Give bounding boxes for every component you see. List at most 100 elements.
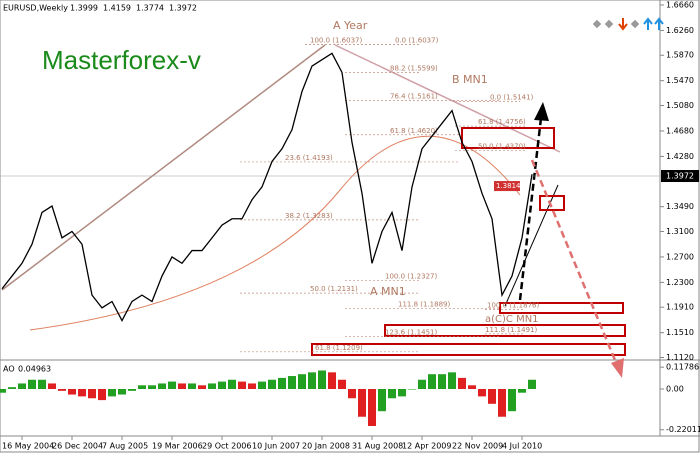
indicator-title: AO xyxy=(3,365,15,374)
x-tick-label: 12 Apr 2009 xyxy=(402,442,451,451)
watermark: Masterforex-v xyxy=(42,45,201,75)
ohlc-value: 1.3774 xyxy=(136,4,164,13)
ao-bar xyxy=(78,388,86,397)
fib-label: 100.0 (1.2327) xyxy=(385,273,437,281)
fib-label: 76.4 (1.5161) xyxy=(390,92,438,100)
y-tick-label: 1.5080 xyxy=(666,101,694,110)
fib-label: 123.6 (1.1451) xyxy=(385,328,437,336)
ao-bar xyxy=(358,388,366,417)
ao-bar xyxy=(138,385,146,389)
ao-bar xyxy=(448,372,456,389)
ao-bar xyxy=(438,374,446,389)
ao-bar xyxy=(478,388,486,397)
trend-line xyxy=(1,44,326,291)
icon[interactable] xyxy=(654,17,664,30)
fib-label: 0.0 (1.6037) xyxy=(395,37,439,45)
target-box xyxy=(461,127,555,149)
target-box xyxy=(539,195,565,211)
y-tick-label: 1.1120 xyxy=(666,353,694,362)
price-line xyxy=(1,52,533,322)
x-tick-label: 26 Dec 2004 xyxy=(52,442,103,451)
ohlc-value: 1.4159 xyxy=(103,4,131,13)
ao-bar xyxy=(378,388,386,412)
target-box xyxy=(384,324,626,337)
ao-bar xyxy=(318,370,326,389)
y-tick-label: 1.6260 xyxy=(666,26,694,35)
ao-bar xyxy=(218,381,226,389)
forecast-arrow xyxy=(530,159,619,366)
ao-bar xyxy=(348,388,356,399)
ao-bar xyxy=(338,379,346,389)
fib-label: 111.8 (1.1491) xyxy=(485,326,537,334)
ao-bar xyxy=(408,388,416,390)
ohlc-value: 1.3972 xyxy=(169,4,197,13)
fib-label: 50.0 (1.2131) xyxy=(310,285,358,293)
ao-bar xyxy=(18,383,26,389)
ao-bar xyxy=(488,388,496,404)
x-tick-label: 4 Jul 2010 xyxy=(502,442,542,451)
price-marker-label: 1.3814 xyxy=(496,182,521,190)
ao-bar xyxy=(278,377,286,389)
x-tick-label: 7 Aug 2005 xyxy=(102,442,148,451)
y-tick-label: 1.1910 xyxy=(666,303,694,312)
fib-label: 111.8 (1.1889) xyxy=(398,301,450,309)
fib-label: 0.0 (1.5141) xyxy=(490,94,534,102)
ao-bar xyxy=(198,385,206,389)
ao-bar xyxy=(418,379,426,389)
ao-bar xyxy=(388,388,396,399)
price-marker-box xyxy=(494,181,520,192)
fib-label: 100.0 (1.1876) xyxy=(487,301,539,309)
x-tick-label: 31 Aug 2008 xyxy=(352,442,403,451)
ao-bar xyxy=(258,381,266,389)
y-tick-label: 0.11786 xyxy=(666,363,699,372)
fib-label: 38.2 (1.3283) xyxy=(285,212,333,220)
fib-label: 23.6 (1.4193) xyxy=(285,154,333,162)
moving-average-guide xyxy=(29,135,521,331)
ao-bar xyxy=(98,388,106,401)
indicator-value: 0.04963 xyxy=(18,365,51,374)
ao-bar xyxy=(268,379,276,389)
last-price-box xyxy=(661,170,699,183)
chart-title: EURUSD,Weekly xyxy=(3,4,68,13)
ao-bar xyxy=(468,385,476,389)
y-tick-label: 1.4280 xyxy=(666,152,694,161)
ao-bar xyxy=(88,388,96,399)
ao-bar xyxy=(208,383,216,389)
trend-line xyxy=(504,184,559,307)
icon[interactable] xyxy=(643,17,653,30)
wave-label: a(C)C MN1 xyxy=(485,314,539,325)
ao-bar xyxy=(298,374,306,389)
ao-bar xyxy=(118,388,126,395)
ao-bar xyxy=(28,379,36,389)
target-box xyxy=(311,343,626,356)
arrow-head xyxy=(611,358,624,378)
target-box xyxy=(499,302,624,314)
y-tick-label: 1.2300 xyxy=(666,278,694,287)
ao-bar xyxy=(398,388,406,397)
x-tick-label: 20 Jan 2008 xyxy=(302,442,350,451)
ao-bar xyxy=(228,379,236,389)
ao-bar xyxy=(128,388,136,391)
ao-bar xyxy=(508,388,516,412)
y-tick-label: 1.5470 xyxy=(666,76,694,85)
ao-bar xyxy=(108,388,116,397)
wave-label: A Year xyxy=(333,19,368,32)
ao-bar xyxy=(48,383,56,389)
icon[interactable] xyxy=(618,18,628,31)
ao-bar xyxy=(528,379,536,389)
ao-bar xyxy=(518,388,526,393)
y-tick-label: 1.5870 xyxy=(666,51,694,60)
y-tick-label: 1.1510 xyxy=(666,328,694,337)
ao-bar xyxy=(158,383,166,389)
fib-label: 61.8 (1.4620) xyxy=(390,127,438,135)
ao-bar xyxy=(68,388,76,395)
ohlc-value: 1.3999 xyxy=(70,4,98,13)
wave-label: B MN1 xyxy=(452,73,488,86)
y-tick-label: -0.22011 xyxy=(666,425,700,434)
forecast-arrow xyxy=(518,117,543,301)
y-tick-label: 1.2700 xyxy=(666,252,694,261)
ao-bar xyxy=(428,374,436,389)
ao-bar xyxy=(328,372,336,389)
